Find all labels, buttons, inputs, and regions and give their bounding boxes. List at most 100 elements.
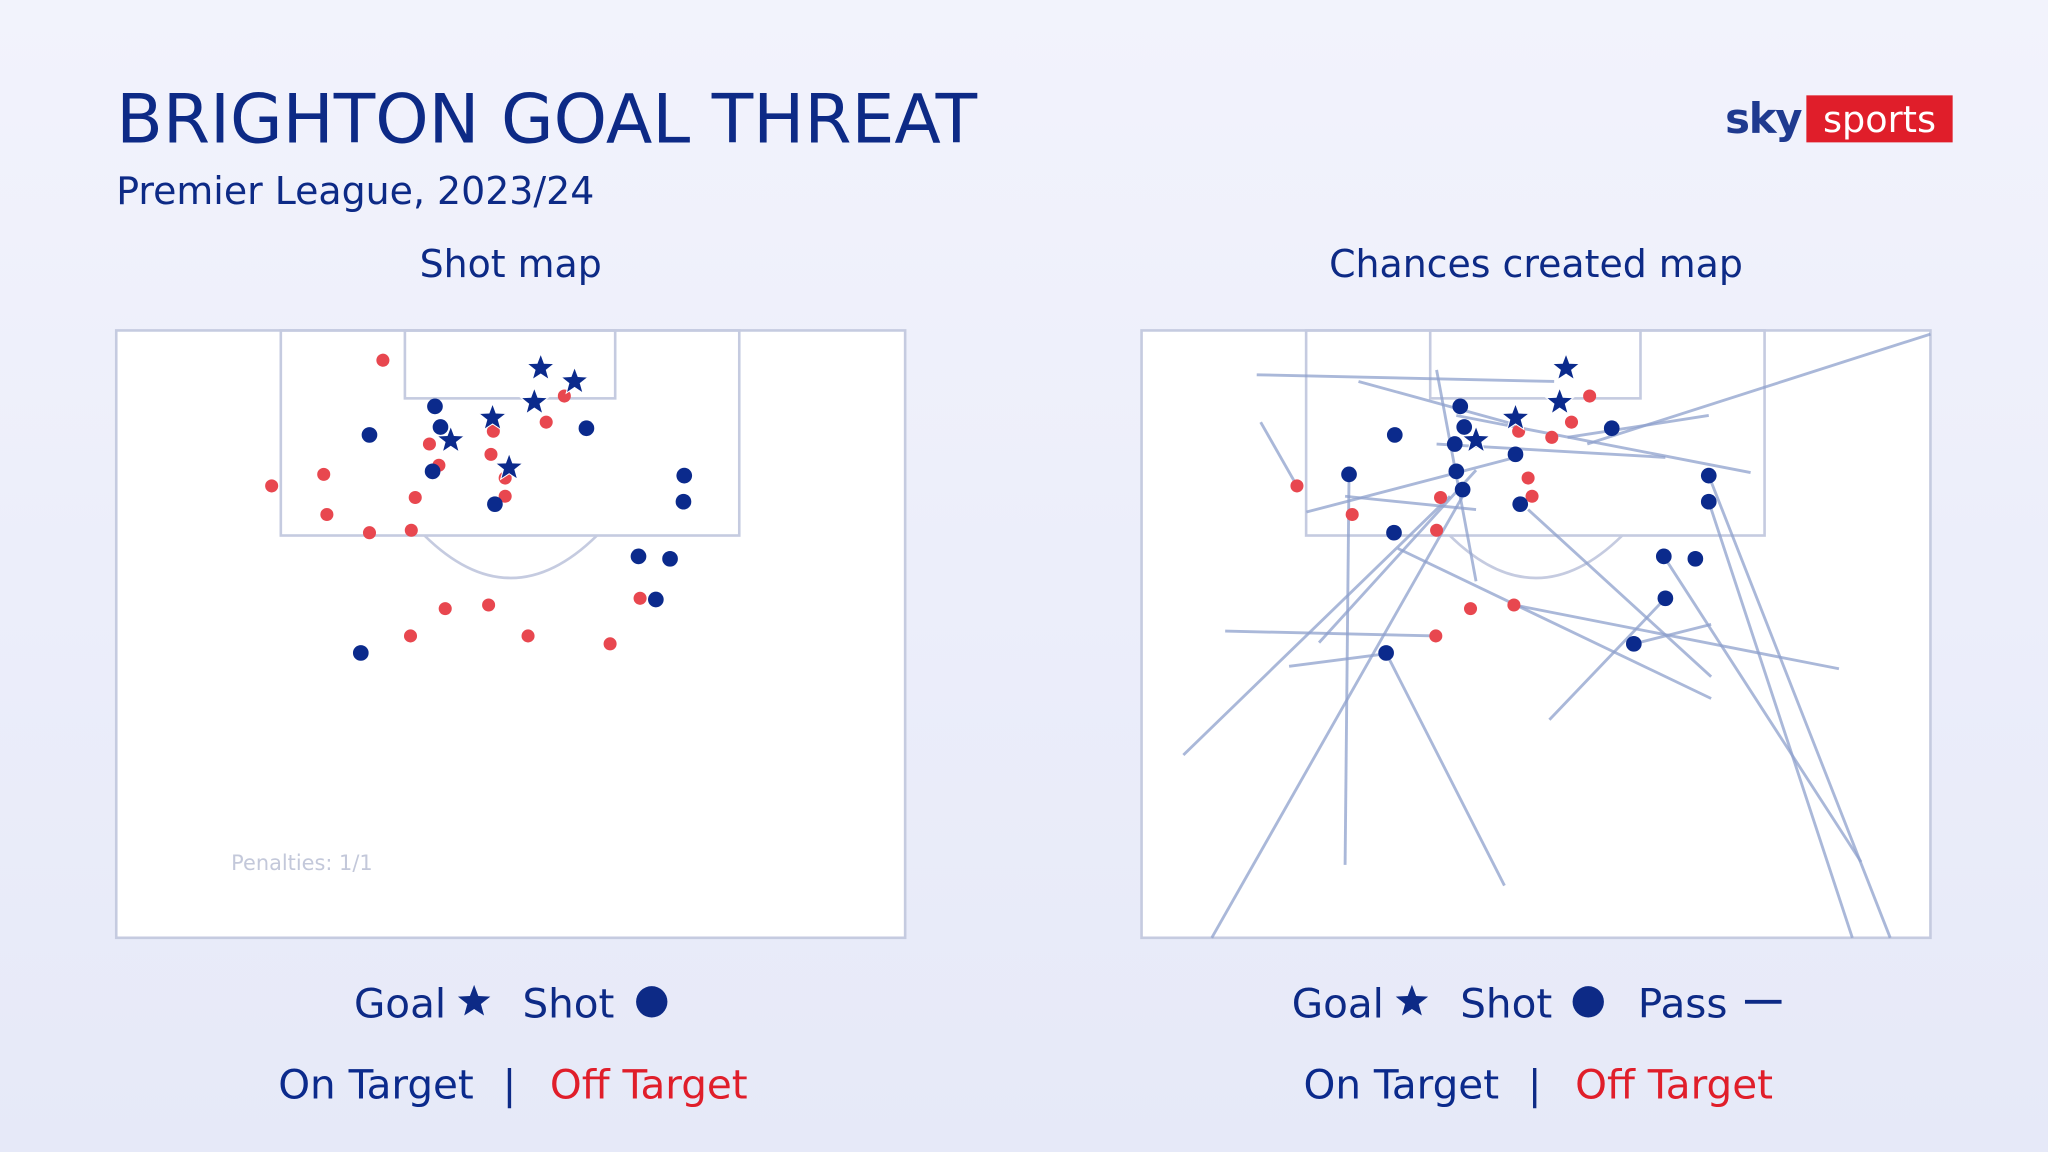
legend-label: Pass bbox=[1638, 979, 1728, 1027]
pass bbox=[1288, 651, 1393, 668]
goal-marker bbox=[1544, 386, 1575, 415]
pass bbox=[1397, 547, 1712, 700]
subtitle: Premier League, 2023/24 bbox=[116, 169, 594, 213]
pass bbox=[1707, 501, 1854, 939]
goal-marker bbox=[435, 424, 466, 454]
penalty-arc bbox=[423, 534, 598, 580]
goal-marker bbox=[493, 451, 525, 481]
pass bbox=[1456, 414, 1751, 474]
pass bbox=[1343, 474, 1351, 865]
legend-target: On Target bbox=[278, 1060, 474, 1108]
six-yard-box bbox=[403, 329, 617, 400]
legend-target: Off Target bbox=[1575, 1060, 1773, 1108]
shot-marker bbox=[603, 637, 617, 651]
pass bbox=[1225, 629, 1437, 638]
shot-marker bbox=[1507, 598, 1521, 612]
shot-marker bbox=[1700, 493, 1717, 510]
shot-marker bbox=[1525, 489, 1539, 503]
shot-marker bbox=[1341, 466, 1357, 483]
shot-marker bbox=[1345, 507, 1359, 522]
goal-marker bbox=[477, 402, 508, 431]
shot-marker bbox=[424, 463, 441, 480]
legend-label: Shot bbox=[522, 979, 614, 1027]
shot-marker bbox=[422, 437, 436, 451]
pitch bbox=[1140, 329, 1932, 940]
chart: Chances created map Goal Shot Pass On Target… bbox=[1140, 242, 1932, 1108]
pass bbox=[1317, 469, 1478, 644]
legend-dot bbox=[636, 986, 668, 1018]
pass bbox=[1210, 495, 1464, 939]
legend-target: | bbox=[1528, 1060, 1542, 1108]
shot-marker bbox=[408, 490, 422, 504]
shot-marker bbox=[486, 424, 500, 438]
shot-marker bbox=[1687, 550, 1704, 567]
shot-marker bbox=[1434, 490, 1448, 504]
shot-marker bbox=[539, 415, 553, 429]
shot-marker bbox=[1521, 471, 1535, 485]
pass bbox=[1259, 421, 1299, 487]
shot-marker bbox=[1430, 523, 1444, 537]
annotation: Penalties: 1/1 bbox=[231, 851, 372, 875]
shot-marker bbox=[361, 427, 378, 443]
shot-marker bbox=[432, 419, 449, 435]
shot-marker bbox=[1507, 446, 1524, 463]
title: BRIGHTON GOAL THREAT bbox=[116, 80, 977, 159]
shot-marker bbox=[1448, 463, 1465, 480]
goal-marker bbox=[1460, 424, 1492, 454]
shot-marker bbox=[376, 353, 390, 367]
shot-marker bbox=[633, 591, 647, 605]
logo: sky sports bbox=[1725, 94, 1953, 143]
shot-marker bbox=[1603, 420, 1620, 437]
shot-marker bbox=[648, 591, 664, 608]
legend-label: Goal bbox=[354, 979, 446, 1027]
shot-marker bbox=[1290, 479, 1304, 493]
pass bbox=[1182, 495, 1452, 757]
shot-marker bbox=[1583, 389, 1597, 403]
shot-marker bbox=[265, 479, 279, 493]
shot-marker bbox=[1454, 481, 1471, 498]
legend-label: Goal bbox=[1292, 979, 1384, 1027]
legend-dot bbox=[1572, 986, 1604, 1018]
shot-marker bbox=[1452, 398, 1469, 415]
pass bbox=[1527, 508, 1713, 678]
shot-marker bbox=[482, 598, 496, 612]
shot-marker bbox=[320, 507, 334, 522]
logo-box bbox=[1806, 95, 1953, 143]
goal-marker bbox=[525, 352, 556, 381]
pass bbox=[1256, 373, 1555, 383]
chart: Shot map Penalties: 1/1 Goal Shot On Target |… bbox=[114, 242, 907, 1108]
goal-marker bbox=[1500, 402, 1531, 431]
shot-marker bbox=[521, 629, 535, 643]
shot-marker bbox=[1456, 419, 1473, 435]
shot-marker bbox=[498, 489, 512, 503]
pass bbox=[1358, 380, 1516, 426]
shot-marker bbox=[1655, 548, 1672, 565]
shot-marker bbox=[487, 496, 503, 512]
six-yard-box bbox=[1428, 329, 1642, 400]
legend-label: Shot bbox=[1460, 979, 1552, 1027]
shot-marker bbox=[1657, 590, 1674, 607]
shot-marker bbox=[630, 548, 647, 565]
shot-marker bbox=[1446, 436, 1463, 452]
shot-marker bbox=[1564, 415, 1579, 429]
legend-target: | bbox=[503, 1060, 517, 1108]
pitch bbox=[114, 329, 907, 940]
shot-marker bbox=[1625, 636, 1642, 652]
shot-marker bbox=[1700, 467, 1717, 484]
shot-marker bbox=[427, 398, 443, 415]
chart-title: Shot map bbox=[420, 242, 602, 286]
logo-sports: sports bbox=[1823, 98, 1936, 141]
legend-star bbox=[1395, 984, 1429, 1016]
legend-target: Off Target bbox=[550, 1060, 748, 1108]
shot-marker bbox=[1378, 645, 1394, 661]
shot-marker bbox=[403, 629, 418, 643]
shot-marker bbox=[404, 523, 418, 537]
goal-marker bbox=[1550, 352, 1582, 381]
shot-marker bbox=[1545, 430, 1559, 444]
pass bbox=[1513, 603, 1840, 671]
legend-target: On Target bbox=[1304, 1060, 1500, 1108]
goal-marker bbox=[519, 386, 550, 415]
shot-marker bbox=[362, 526, 377, 540]
shot-marker bbox=[1386, 427, 1403, 443]
